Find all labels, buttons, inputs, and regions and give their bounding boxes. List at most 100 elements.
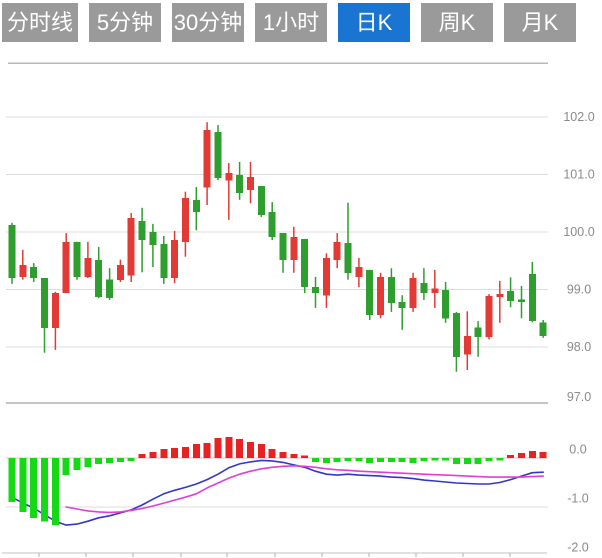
price-pane (6, 62, 548, 404)
candle-body (420, 283, 428, 293)
candle[interactable] (539, 320, 547, 338)
macd-bar (127, 458, 135, 461)
candle[interactable] (236, 161, 244, 200)
tab-monthly-k[interactable]: 月K (504, 3, 576, 42)
candle[interactable] (518, 286, 525, 319)
candle[interactable] (268, 202, 276, 241)
candle[interactable] (322, 253, 330, 308)
candle[interactable] (409, 272, 417, 312)
macd-bar (30, 458, 38, 518)
candle[interactable] (41, 278, 48, 353)
candle[interactable] (8, 222, 16, 284)
candle-body (409, 278, 417, 308)
tab-daily-k[interactable]: 日K (338, 3, 410, 42)
candle[interactable] (377, 272, 385, 319)
candle[interactable] (431, 269, 439, 308)
candle[interactable] (160, 236, 168, 284)
macd-bar (398, 458, 406, 462)
macd-bar (387, 458, 395, 462)
macd-bar (442, 458, 450, 461)
candle[interactable] (51, 291, 59, 350)
candle[interactable] (62, 233, 70, 293)
candle[interactable] (398, 295, 406, 330)
candle-body (290, 237, 298, 261)
candle[interactable] (366, 269, 374, 320)
macd-bar (301, 455, 309, 458)
dif-line (11, 459, 545, 526)
candle[interactable] (95, 247, 103, 299)
candle[interactable] (355, 257, 363, 288)
candle[interactable] (474, 321, 482, 357)
candle[interactable] (452, 311, 460, 372)
candle[interactable] (257, 186, 265, 217)
macd-bar (225, 436, 233, 458)
candle-body (377, 276, 385, 315)
candle[interactable] (203, 122, 211, 205)
price-axis-label: 98.0 (567, 340, 591, 354)
candle-body (138, 221, 146, 241)
candle[interactable] (344, 202, 352, 280)
tab-30min[interactable]: 30分钟 (172, 3, 244, 42)
macd-bar (290, 454, 298, 458)
candle[interactable] (225, 163, 233, 220)
candle[interactable] (116, 259, 124, 282)
macd-bar (257, 443, 265, 458)
macd-bar (322, 458, 330, 463)
macd-bar (463, 458, 471, 464)
tab-timeline[interactable]: 分时线 (2, 3, 78, 42)
macd-bar (8, 458, 16, 503)
candle[interactable] (507, 277, 515, 308)
macd-bar (409, 458, 417, 463)
macd-bar (485, 458, 493, 461)
macd-axis-label: 0.0 (569, 443, 586, 457)
candle-body (106, 279, 114, 299)
candle[interactable] (19, 249, 27, 280)
candle-body (355, 267, 363, 277)
candle-body (181, 198, 189, 242)
macd-bar (518, 453, 525, 458)
candle[interactable] (279, 233, 287, 273)
candle[interactable] (192, 187, 200, 231)
candle[interactable] (312, 276, 319, 308)
candle[interactable] (106, 268, 114, 300)
tab-1hour[interactable]: 1小时 (255, 3, 327, 42)
candle[interactable] (181, 191, 189, 257)
candle-body (192, 199, 200, 212)
candle[interactable] (247, 161, 254, 204)
candle[interactable] (127, 213, 135, 282)
candle[interactable] (420, 268, 428, 300)
candle-body (19, 264, 27, 277)
candle[interactable] (387, 268, 395, 312)
candle[interactable] (73, 241, 81, 280)
candle-body (474, 327, 482, 338)
candle[interactable] (30, 263, 38, 282)
candle-body (236, 175, 244, 193)
candle[interactable] (214, 125, 222, 181)
candle[interactable] (463, 311, 471, 370)
candle[interactable] (496, 280, 504, 323)
candle-body (398, 302, 406, 308)
macd-bar (366, 458, 374, 463)
candle-body (116, 264, 124, 280)
candle[interactable] (301, 238, 309, 293)
candle[interactable] (171, 230, 179, 284)
candle[interactable] (149, 223, 157, 268)
candle-body (73, 241, 81, 277)
tab-5min[interactable]: 5分钟 (89, 3, 161, 42)
candle[interactable] (84, 241, 92, 278)
candle[interactable] (138, 207, 146, 273)
candle-body (62, 241, 70, 293)
macd-bar (452, 458, 460, 464)
macd-bar (420, 458, 428, 461)
candle[interactable] (528, 261, 536, 323)
period-tabbar: 分时线 5分钟 30分钟 1小时 日K 周K 月K (2, 3, 576, 42)
candle[interactable] (485, 294, 493, 340)
candle[interactable] (442, 282, 450, 323)
candle[interactable] (290, 226, 298, 273)
candle[interactable] (333, 233, 341, 269)
candle-body (344, 242, 352, 273)
tab-weekly-k[interactable]: 周K (421, 3, 493, 42)
candle-body (312, 287, 319, 293)
